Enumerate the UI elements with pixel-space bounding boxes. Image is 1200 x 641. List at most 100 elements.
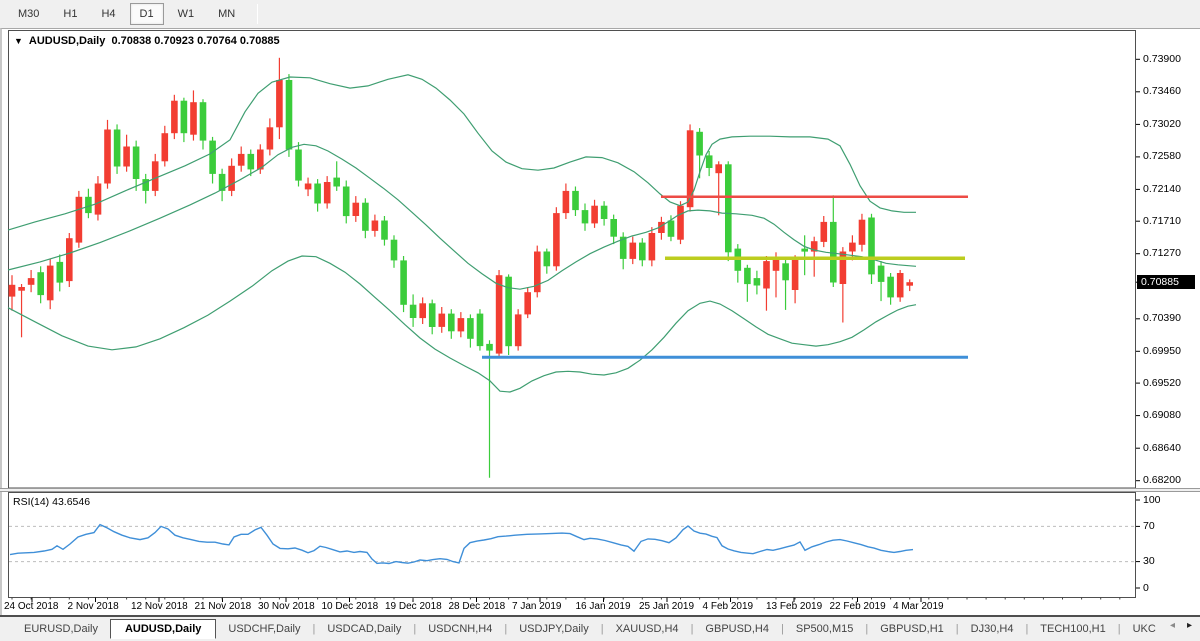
candle	[218, 173, 226, 191]
symbol-tab-tech100[interactable]: TECH100,H1	[1040, 623, 1106, 635]
price-axis-label: 0.72140	[1143, 182, 1181, 195]
candle	[46, 265, 54, 301]
candle	[763, 261, 770, 289]
date-axis-label: 19 Dec 2018	[385, 601, 442, 612]
candle	[56, 261, 64, 283]
candle	[123, 146, 130, 167]
candle	[362, 202, 369, 231]
price-axis-label: 0.69520	[1143, 376, 1181, 389]
candle	[314, 183, 321, 204]
tab-scroll-right-icon[interactable]: ▸	[1186, 620, 1192, 631]
candle	[858, 219, 866, 245]
tab-separator: |	[690, 623, 694, 635]
candle	[323, 182, 331, 204]
candle	[581, 210, 589, 224]
candle	[381, 220, 388, 240]
rsi-line	[9, 523, 914, 565]
symbol-tab-dj30[interactable]: DJ30,H4	[970, 623, 1014, 635]
candle	[524, 292, 531, 315]
symbol-tab-xauusd[interactable]: XAUUSD,H4	[615, 623, 679, 635]
candle	[66, 238, 73, 282]
tab-separator: |	[865, 623, 869, 635]
date-axis-label: 21 Nov 2018	[194, 601, 252, 612]
toolbar-separator	[257, 4, 259, 24]
candle	[562, 190, 570, 214]
candle	[428, 303, 436, 327]
timeframe-button-h1[interactable]: H1	[53, 3, 87, 25]
symbol-tab-gbpusd[interactable]: GBPUSD,H4	[705, 623, 769, 635]
date-axis-label: 12 Nov 2018	[131, 601, 188, 612]
candle	[686, 130, 694, 208]
price-axis-label: 0.72580	[1143, 150, 1181, 163]
window-frame-line	[0, 615, 1200, 617]
candle	[266, 127, 274, 150]
date-axis-label: 7 Jan 2019	[512, 601, 562, 612]
candle	[75, 196, 83, 243]
candle	[37, 272, 44, 296]
price-axis-label: 0.71710	[1143, 214, 1181, 227]
candle	[285, 80, 293, 150]
candle	[543, 251, 551, 267]
candle	[400, 260, 407, 305]
candle	[94, 183, 102, 215]
candle	[352, 202, 360, 216]
candle	[610, 219, 617, 237]
candle	[190, 102, 197, 135]
candle	[27, 278, 35, 285]
candle	[896, 273, 904, 298]
symbol-tab-audusd[interactable]: AUDUSD,Daily	[109, 619, 217, 639]
candle	[237, 153, 245, 166]
rsi-axis-label: 30	[1143, 555, 1155, 568]
candle	[486, 343, 493, 351]
candle	[677, 205, 684, 240]
tab-separator: |	[600, 623, 604, 635]
timeframe-button-w1[interactable]: W1	[168, 3, 205, 25]
symbol-tab-usdjpy[interactable]: USDJPY,Daily	[519, 623, 589, 635]
price-axis-label: 0.70390	[1143, 312, 1181, 325]
date-axis-label: 25 Jan 2019	[639, 601, 695, 612]
candle	[820, 221, 828, 242]
symbol-dropdown-icon[interactable]: ▼	[14, 36, 23, 46]
symbol-tab-sp500[interactable]: SP500,M15	[795, 623, 854, 635]
symbol-tab-usdchf[interactable]: USDCHF,Daily	[228, 623, 301, 635]
symbol-tab-usdcnh[interactable]: USDCNH,H4	[428, 623, 493, 635]
candle	[619, 236, 627, 259]
candle	[161, 133, 169, 162]
price-axis-label: 0.68200	[1143, 474, 1181, 487]
pane-divider[interactable]	[0, 488, 1200, 492]
date-axis-label: 30 Nov 2018	[258, 601, 315, 612]
chart-symbol-label: AUDUSD,Daily	[28, 35, 106, 47]
timeframe-button-m30[interactable]: M30	[8, 3, 49, 25]
date-axis-label: 4 Feb 2019	[702, 601, 754, 612]
tab-scroll-left-icon[interactable]: ◂	[1169, 620, 1175, 631]
tab-separator: |	[312, 623, 316, 635]
candle	[744, 267, 751, 285]
symbol-tab-ukc[interactable]: UKC	[1132, 623, 1156, 635]
chart-ohlc-values: 0.70838 0.70923 0.70764 0.70885	[111, 35, 280, 47]
candle	[438, 313, 446, 327]
candle	[199, 102, 207, 141]
price-axis-label: 0.71270	[1143, 247, 1181, 260]
symbol-tab-gbpusd[interactable]: GBPUSD,H1	[880, 623, 944, 635]
timeframe-button-h4[interactable]: H4	[91, 3, 125, 25]
timeframe-button-mn[interactable]: MN	[208, 3, 245, 25]
timeframe-button-d1[interactable]: D1	[129, 3, 164, 25]
date-axis-label: 2 Nov 2018	[67, 601, 119, 612]
candle	[639, 242, 646, 261]
candle	[85, 196, 92, 214]
price-axis-label: 0.73900	[1143, 52, 1181, 65]
symbol-tab-usdcad[interactable]: USDCAD,Daily	[327, 623, 402, 635]
symbol-tab-eurusd[interactable]: EURUSD,Daily	[24, 623, 98, 635]
candle	[887, 276, 894, 298]
candle	[753, 278, 761, 286]
candle	[591, 205, 598, 224]
timeframe-toolbar: M30 H1 H4 D1 W1 MN	[0, 0, 1200, 28]
rsi-plot-frame	[8, 492, 1136, 598]
candle	[572, 190, 579, 211]
candle	[18, 287, 25, 291]
chart-title: ▼ AUDUSD,Daily 0.70838 0.70923 0.70764 0.…	[14, 35, 280, 47]
candle	[648, 233, 656, 261]
candle	[801, 248, 808, 252]
price-axis-label: 0.68640	[1143, 441, 1181, 454]
